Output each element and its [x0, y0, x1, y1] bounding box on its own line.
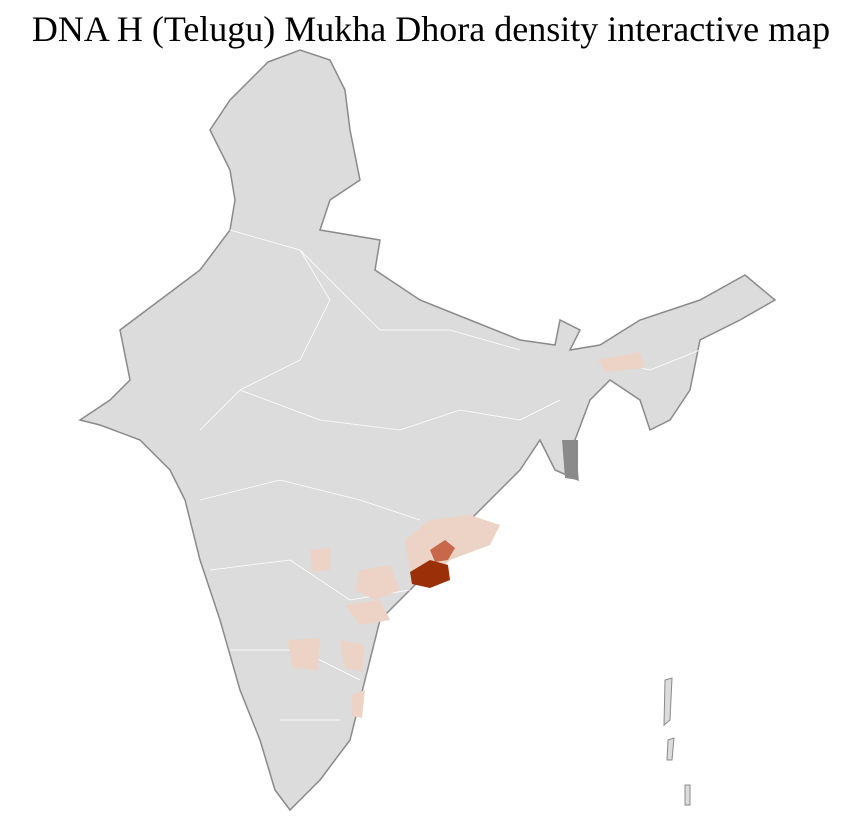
region-low-density — [352, 690, 365, 718]
andaman-islands[interactable] — [663, 677, 691, 806]
region-low-density — [598, 352, 645, 372]
region-low-density — [355, 565, 400, 600]
region-low-density — [340, 640, 365, 672]
density-regions — [288, 352, 645, 718]
map-title: DNA H (Telugu) Mukha Dhora density inter… — [31, 9, 831, 49]
region-low-density — [288, 638, 320, 670]
region-low-density — [310, 548, 330, 572]
region-high-density — [410, 560, 450, 588]
bangladesh-gap-region — [562, 440, 578, 480]
region-medium-density — [430, 540, 455, 562]
india-outline[interactable] — [78, 49, 777, 812]
region-low-density — [345, 600, 390, 625]
